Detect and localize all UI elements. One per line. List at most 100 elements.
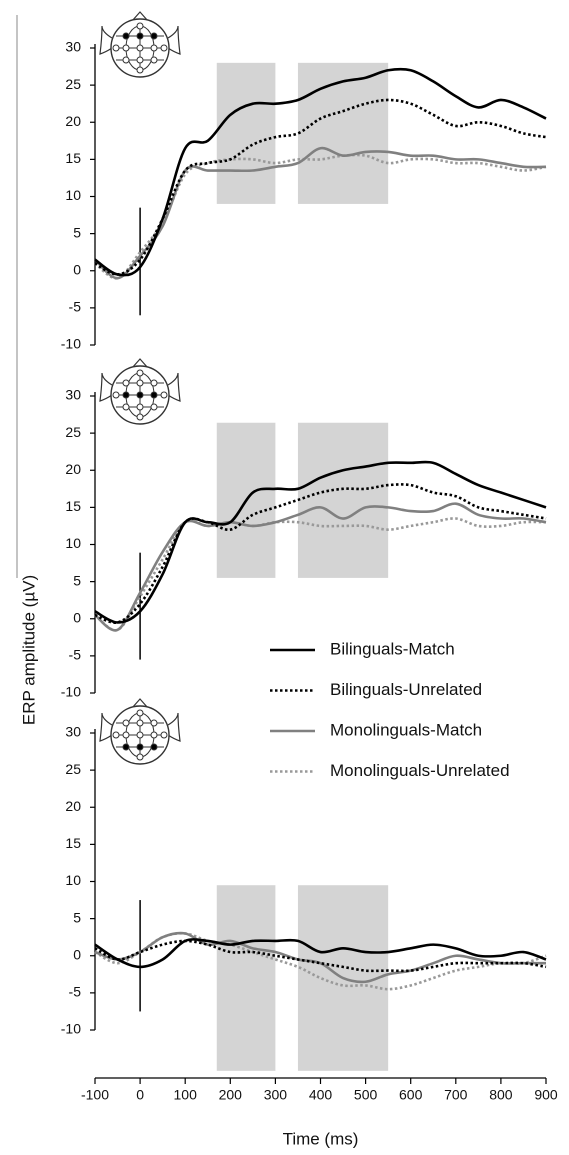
electrode [136,66,144,74]
electrode [150,391,158,399]
head-ear [99,712,113,742]
electrode [136,56,144,64]
erp-line [94,938,547,969]
electrode [150,719,158,727]
x-tick-label: 100 [174,1087,198,1103]
electrode [136,379,144,387]
electrode [112,731,120,739]
y-tick-label: 15 [65,150,81,166]
erp-line [94,517,547,632]
y-tick-label: 10 [65,535,81,551]
x-tick-label: 600 [399,1087,423,1103]
electrode [150,56,158,64]
electrode [136,731,144,739]
electrode [160,391,168,399]
legend-label: Monolinguals-Match [330,720,482,739]
electrode [122,56,130,64]
y-tick-label: -10 [61,684,81,700]
electrode [150,731,158,739]
y-axis-label: ERP amplitude (µV) [19,575,38,725]
y-tick-label: 5 [73,224,81,240]
y-tick-label: -10 [61,336,81,352]
y-tick-label: 25 [65,424,81,440]
x-tick-label: 0 [136,1087,144,1103]
erp-line [94,502,547,632]
erp-line [94,67,547,277]
y-tick-label: 30 [65,39,81,55]
electrode [122,32,130,40]
electrode [136,391,144,399]
y-tick-label: 0 [73,261,81,277]
analysis-window [297,422,389,578]
y-tick-label: 25 [65,76,81,92]
y-tick-label: 15 [65,835,81,851]
electrode [136,719,144,727]
electrode [122,391,130,399]
erp-line [94,939,547,973]
erp-line [94,931,546,984]
x-tick-label: 700 [444,1087,468,1103]
electrode [136,403,144,411]
x-tick-label: 900 [534,1087,558,1103]
electrode [136,753,144,761]
y-tick-label: 25 [65,761,81,777]
x-tick-label: 800 [489,1087,513,1103]
electrode [122,743,130,751]
x-tick-label: 400 [309,1087,333,1103]
erp-line [94,460,547,624]
y-tick-label: 20 [65,798,81,814]
y-tick-label: 20 [65,113,81,129]
erp-line [94,98,547,276]
y-tick-label: -5 [69,299,82,315]
electrode [150,44,158,52]
electrode [122,379,130,387]
head-ear [167,712,181,742]
electrode [136,413,144,421]
head-ear [99,25,113,55]
y-tick-label: 30 [65,387,81,403]
analysis-window [297,62,389,204]
legend-label: Bilinguals-Unrelated [330,680,482,699]
electrode [136,709,144,717]
y-tick-label: 0 [73,609,81,625]
analysis-window [216,885,276,1071]
y-tick-label: 5 [73,909,81,925]
y-tick-label: -5 [69,984,82,1000]
electrode [122,719,130,727]
y-tick-label: 20 [65,461,81,477]
y-tick-label: 0 [73,946,81,962]
electrode-map [99,11,181,78]
electrode-map [99,358,181,425]
electrode [122,44,130,52]
head-ear [99,372,113,402]
y-tick-label: 10 [65,187,81,203]
x-tick-label: -100 [81,1087,109,1103]
x-axis-label: Time (ms) [283,1129,359,1148]
y-tick-label: 15 [65,498,81,514]
legend-label: Monolinguals-Unrelated [330,761,510,780]
legend-label: Bilinguals-Match [330,639,455,658]
electrode [112,44,120,52]
x-tick-label: 500 [354,1087,378,1103]
y-tick-label: 5 [73,572,81,588]
electrode-map [99,698,181,765]
head-ear [167,25,181,55]
electrode [150,379,158,387]
electrode [136,743,144,751]
y-tick-label: -5 [69,647,82,663]
y-tick-label: 10 [65,872,81,888]
x-tick-label: 300 [264,1087,288,1103]
erp-line [94,146,547,280]
electrode [136,44,144,52]
electrode [136,32,144,40]
analysis-window [216,62,276,204]
electrode [160,731,168,739]
electrode [150,403,158,411]
electrode [136,369,144,377]
head-ear [167,372,181,402]
electrode [122,731,130,739]
electrode [122,403,130,411]
y-tick-label: 30 [65,724,81,740]
